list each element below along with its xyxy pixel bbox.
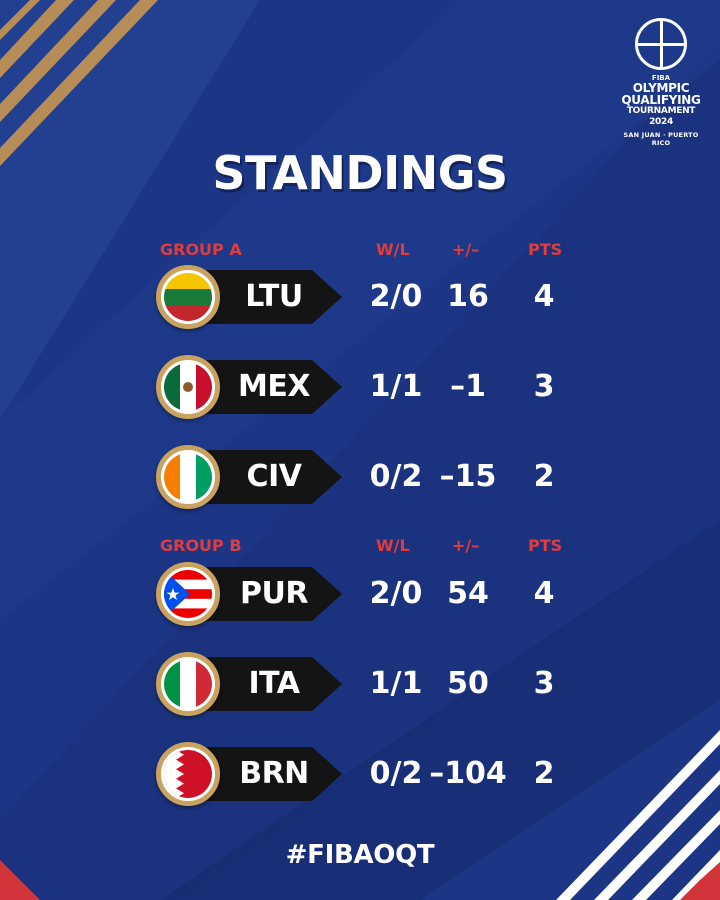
- standings-row-brn: BRN 0/2 –104 2: [0, 742, 720, 806]
- team-pts: 3: [533, 666, 555, 701]
- team-code: LTU: [245, 279, 303, 314]
- team-pts: 4: [533, 279, 555, 314]
- fiba-oqt-logo: FIBA OLYMPIC QUALIFYING TOURNAMENT 2024 …: [616, 18, 706, 147]
- logo-line-2: QUALIFYING: [621, 93, 701, 107]
- team-pts: 2: [533, 459, 555, 494]
- mexico-flag-icon: [156, 355, 220, 419]
- team-code: BRN: [239, 756, 309, 791]
- wl-header: W/L: [376, 536, 410, 555]
- team-plus-minus: –1: [450, 369, 486, 404]
- italy-flag-icon: [156, 652, 220, 716]
- plus-minus-header: +/–: [452, 536, 480, 555]
- team-code: MEX: [238, 369, 310, 404]
- team-plus-minus: –104: [429, 756, 507, 791]
- team-code: ITA: [248, 666, 300, 701]
- standings-row-mex: MEX 1/1 –1 3: [0, 355, 720, 419]
- logo-line-1: OLYMPIC: [632, 81, 690, 95]
- basketball-icon: [635, 18, 687, 70]
- logo-place: SAN JUAN · PUERTO RICO: [623, 131, 699, 147]
- logo-fiba: FIBA: [651, 74, 671, 82]
- hashtag: #FIBAOQT: [285, 840, 435, 870]
- page-title: STANDINGS: [212, 146, 508, 200]
- team-plus-minus: –15: [439, 459, 497, 494]
- team-plus-minus: 50: [447, 666, 489, 701]
- team-pts: 3: [533, 369, 555, 404]
- team-plus-minus: 54: [447, 576, 489, 611]
- logo-line-3: TOURNAMENT 2024: [626, 106, 696, 127]
- group-b-name: GROUP B: [160, 536, 242, 555]
- standings-row-ita: ITA 1/1 50 3: [0, 652, 720, 716]
- pts-header: PTS: [528, 536, 563, 555]
- wl-header: W/L: [376, 240, 410, 259]
- team-wl: 1/1: [369, 666, 423, 701]
- team-code: CIV: [246, 459, 302, 494]
- plus-minus-header: +/–: [452, 240, 480, 259]
- bahrain-flag-icon: [156, 742, 220, 806]
- team-pts: 2: [533, 756, 555, 791]
- team-wl: 0/2: [369, 756, 423, 791]
- group-b-header: GROUP B W/L +/– PTS: [0, 536, 720, 560]
- team-wl: 0/2: [369, 459, 423, 494]
- standings-row-pur: PUR 2/0 54 4: [0, 562, 720, 626]
- team-pts: 4: [533, 576, 555, 611]
- team-plus-minus: 16: [447, 279, 489, 314]
- team-wl: 2/0: [369, 279, 423, 314]
- team-code: PUR: [240, 576, 308, 611]
- group-a-header: GROUP A W/L +/– PTS: [0, 240, 720, 264]
- standings-row-civ: CIV 0/2 –15 2: [0, 445, 720, 509]
- lithuania-flag-icon: [156, 265, 220, 329]
- pts-header: PTS: [528, 240, 563, 259]
- team-wl: 1/1: [369, 369, 423, 404]
- ivory-coast-flag-icon: [156, 445, 220, 509]
- standings-row-ltu: LTU 2/0 16 4: [0, 265, 720, 329]
- group-a-name: GROUP A: [160, 240, 242, 259]
- team-wl: 2/0: [369, 576, 423, 611]
- puerto-rico-flag-icon: [156, 562, 220, 626]
